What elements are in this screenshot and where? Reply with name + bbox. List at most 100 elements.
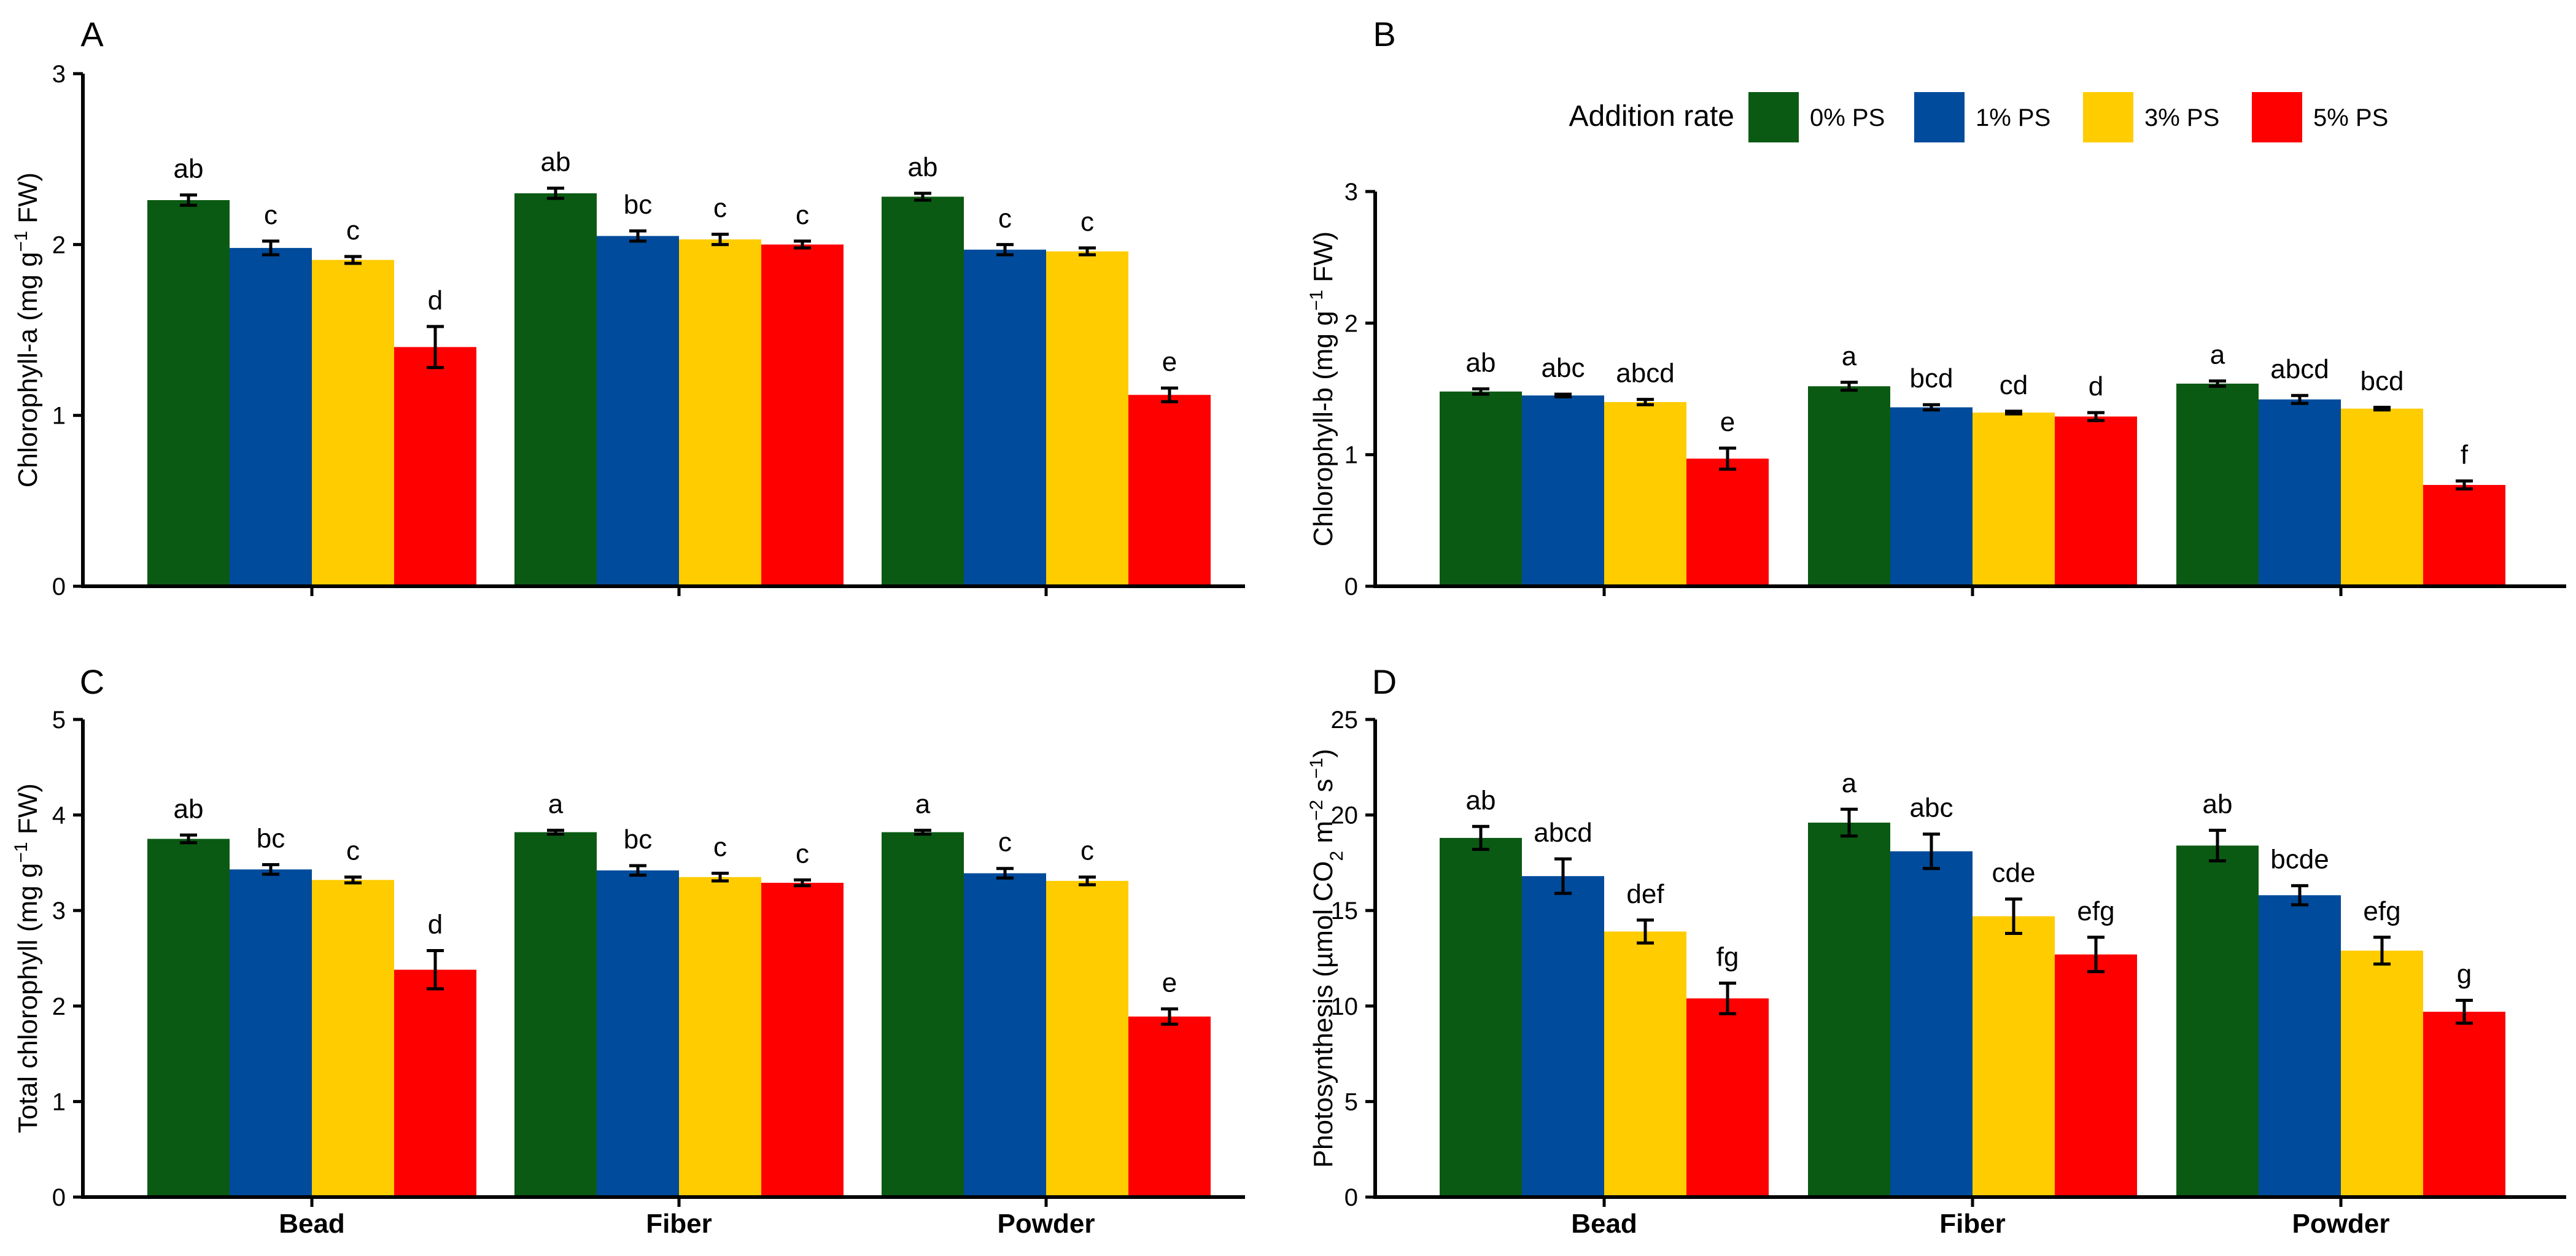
y-tick-label: 4 bbox=[52, 802, 66, 829]
legend: Addition rate 0% PS 1% PS 3% PS 5% PS bbox=[1569, 92, 2388, 142]
significance-label: c bbox=[713, 193, 727, 223]
significance-label: c bbox=[998, 203, 1012, 233]
error-bar bbox=[712, 233, 729, 246]
error-bar bbox=[2087, 936, 2105, 974]
panel-letter: A bbox=[80, 15, 104, 53]
panel-d: D Photosynthesis (µmol CO2 m−2 s−1) ab a ab a… bbox=[1306, 662, 2566, 1239]
y-tick-label: 15 bbox=[1331, 897, 1359, 925]
y-tick-label: 3 bbox=[1344, 179, 1358, 206]
bar-powder-3 bbox=[2423, 484, 2505, 586]
y-tick-label: 1 bbox=[52, 403, 66, 430]
error-bar bbox=[2373, 406, 2391, 412]
error-bar bbox=[996, 242, 1014, 257]
significance-label: c bbox=[264, 200, 277, 230]
y-tick-label: 3 bbox=[52, 897, 66, 925]
bar-fiber-2 bbox=[679, 239, 761, 586]
bar-bead-1 bbox=[1522, 876, 1604, 1197]
bar-fiber-3 bbox=[761, 883, 844, 1197]
error-bar bbox=[427, 325, 444, 370]
significance-label: abcd bbox=[2270, 354, 2329, 384]
significance-label: efg bbox=[2077, 896, 2114, 926]
significance-label: ab bbox=[174, 794, 204, 824]
y-axis-label: Total chlorophyll (mg g−1 FW) bbox=[11, 783, 44, 1133]
bar-bead-3 bbox=[394, 347, 476, 586]
error-bar bbox=[914, 192, 931, 202]
panel-letter: C bbox=[80, 662, 104, 701]
error-bar bbox=[1554, 392, 1572, 398]
bar-powder-3 bbox=[1128, 1016, 1211, 1197]
error-bar bbox=[2291, 393, 2308, 405]
error-bar bbox=[996, 867, 1014, 880]
significance-label: a bbox=[915, 789, 931, 819]
legend-title: Addition rate bbox=[1569, 100, 1734, 133]
bar-fiber-2 bbox=[1973, 916, 2055, 1197]
significance-label: ab bbox=[1466, 348, 1496, 378]
error-bar bbox=[344, 875, 362, 885]
bar-powder-2 bbox=[1046, 251, 1128, 586]
y-tick-label: 0 bbox=[52, 573, 66, 600]
error-bar bbox=[262, 239, 279, 257]
significance-label: ab bbox=[541, 147, 571, 177]
y-tick-label: 3 bbox=[52, 61, 66, 88]
significance-label: abc bbox=[1542, 353, 1585, 383]
significance-label: e bbox=[1162, 967, 1177, 998]
error-bar bbox=[2373, 936, 2391, 966]
y-tick-label: 0 bbox=[1344, 1184, 1358, 1211]
error-bar bbox=[1554, 857, 1572, 895]
bar-fiber-3 bbox=[2055, 416, 2137, 586]
bar-bead-2 bbox=[312, 880, 394, 1197]
y-axis-label: Chlorophyll-b (mg g−1 FW) bbox=[1306, 231, 1339, 546]
significance-label: bcd bbox=[2361, 366, 2404, 397]
y-axis-label: Chlorophyll-a (mg g−1 FW) bbox=[11, 173, 44, 487]
error-bar bbox=[1472, 387, 1489, 396]
significance-label: ab bbox=[2203, 789, 2233, 819]
bar-fiber-3 bbox=[2055, 954, 2137, 1197]
bar-fiber-1 bbox=[1890, 851, 1973, 1197]
y-tick-label: 20 bbox=[1331, 802, 1359, 829]
y-tick-label: 2 bbox=[52, 231, 66, 258]
error-bar bbox=[1719, 981, 1736, 1015]
significance-label: efg bbox=[2363, 896, 2400, 926]
significance-label: cd bbox=[2000, 370, 2028, 400]
error-bar bbox=[794, 239, 811, 250]
panel-a: A Chlorophyll-a (mg g−1 FW) ab ab ab c bc c c c c d… bbox=[11, 15, 1245, 600]
error-bar bbox=[262, 863, 279, 876]
significance-label: a bbox=[2210, 340, 2225, 370]
significance-label: cde bbox=[1992, 858, 2036, 888]
significance-label: fg bbox=[1717, 942, 1739, 972]
x-category-label-fiber: Fiber bbox=[646, 1209, 712, 1239]
legend-swatch-0-ps bbox=[1748, 92, 1799, 142]
significance-label: c bbox=[346, 836, 360, 866]
panel-letter: B bbox=[1373, 15, 1395, 53]
significance-label: e bbox=[1720, 407, 1735, 437]
significance-label: a bbox=[1842, 341, 1857, 371]
legend-swatch-3-ps bbox=[2083, 92, 2133, 142]
x-category-label-bead: Bead bbox=[1571, 1209, 1637, 1239]
bar-fiber-0 bbox=[1808, 823, 1890, 1197]
error-bar bbox=[180, 193, 197, 207]
bar-bead-1 bbox=[230, 869, 312, 1197]
y-tick-label: 5 bbox=[52, 707, 66, 734]
x-category-label-bead: Bead bbox=[279, 1209, 345, 1239]
error-bar bbox=[2005, 409, 2022, 416]
bar-fiber-1 bbox=[1890, 407, 1973, 586]
bar-powder-2 bbox=[1046, 880, 1128, 1197]
bar-bead-3 bbox=[394, 969, 476, 1197]
legend-label-0-ps: 0% PS bbox=[1810, 104, 1885, 131]
bar-bead-2 bbox=[1604, 401, 1686, 586]
error-bar bbox=[1079, 875, 1096, 886]
y-axis-label: Photosynthesis (µmol CO2 m−2 s−1) bbox=[1306, 749, 1347, 1168]
legend-label-3-ps: 3% PS bbox=[2144, 104, 2219, 131]
significance-label: d bbox=[428, 285, 443, 316]
significance-label: bc bbox=[624, 190, 652, 220]
bar-bead-0 bbox=[1440, 837, 1522, 1197]
significance-label: d bbox=[2089, 371, 2103, 401]
significance-label: abcd bbox=[1534, 818, 1592, 848]
error-bar bbox=[629, 229, 646, 243]
panel-letter: D bbox=[1372, 662, 1397, 701]
bar-powder-1 bbox=[2259, 399, 2341, 586]
error-bar bbox=[914, 828, 931, 836]
significance-label: ab bbox=[174, 154, 204, 184]
significance-label: abc bbox=[1910, 793, 1953, 823]
bar-fiber-0 bbox=[514, 832, 597, 1197]
